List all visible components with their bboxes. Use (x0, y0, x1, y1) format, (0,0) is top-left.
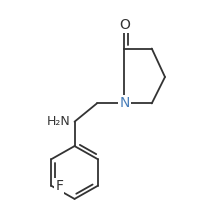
Text: F: F (55, 179, 63, 193)
Text: N: N (119, 96, 130, 110)
Text: H₂N: H₂N (47, 115, 70, 128)
Text: O: O (119, 18, 130, 32)
